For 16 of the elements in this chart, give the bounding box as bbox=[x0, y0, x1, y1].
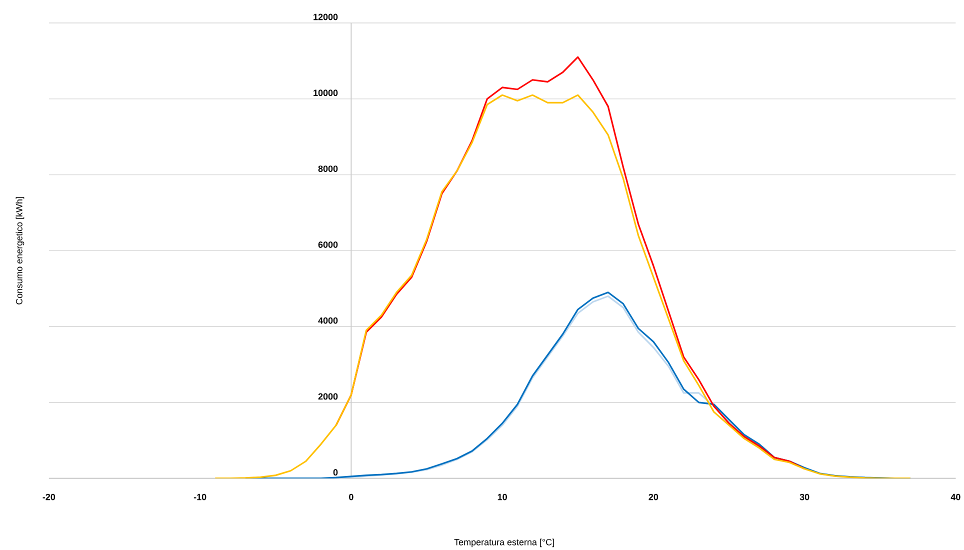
x-tick-label: 0 bbox=[349, 494, 354, 500]
x-tick-label: -10 bbox=[194, 494, 206, 500]
y-tick-label: 8000 bbox=[318, 165, 338, 172]
x-tick-label: 10 bbox=[498, 494, 507, 500]
y-tick-label: 2000 bbox=[318, 393, 338, 400]
y-tick-label: 6000 bbox=[318, 241, 338, 248]
x-tick-label: 40 bbox=[950, 494, 960, 500]
y-tick-label: 10000 bbox=[314, 89, 338, 96]
y-tick-label: 0 bbox=[333, 468, 338, 476]
x-tick-label: -20 bbox=[42, 494, 56, 500]
y-tick-label: 12000 bbox=[314, 14, 338, 20]
y-tick-label: 4000 bbox=[318, 317, 338, 324]
x-tick-label: 20 bbox=[648, 494, 658, 500]
x-axis-title: Temperatura esterna [°C] bbox=[454, 538, 554, 547]
y-axis-title: Consumo energetico [kWh] bbox=[16, 196, 24, 304]
x-tick-label: 30 bbox=[800, 494, 810, 500]
